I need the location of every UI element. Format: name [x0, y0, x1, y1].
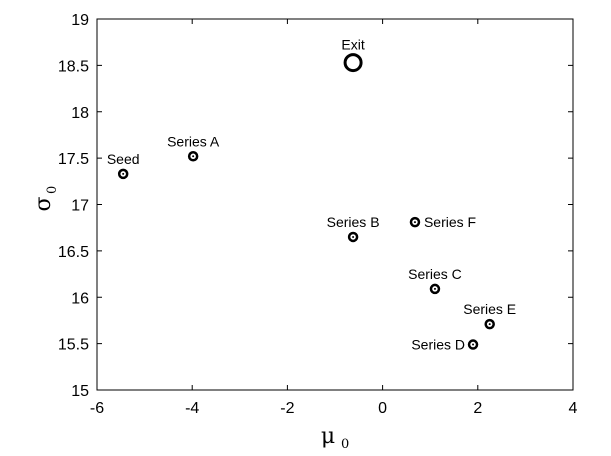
- point-marker-center: [192, 155, 195, 158]
- y-tick-label: 16: [71, 290, 89, 307]
- point-label: Series C: [408, 266, 462, 282]
- data-point: Exit: [341, 37, 365, 73]
- point-marker-center: [352, 235, 355, 238]
- y-axis-title: σ 0: [31, 186, 60, 212]
- y-tick-label: 17: [71, 198, 89, 215]
- y-tick-label: 15.5: [58, 337, 89, 354]
- y-tick-label: 15: [71, 383, 89, 400]
- point-marker-center: [488, 323, 491, 326]
- x-axis-ticks: -6 -4 -2 0 2 4: [90, 19, 578, 417]
- point-label: Exit: [341, 37, 364, 53]
- x-tick-label: 2: [473, 400, 482, 417]
- point-label: Series D: [411, 337, 465, 353]
- data-points: Seed Series A Exit Series B Series F Series C…: [107, 37, 516, 353]
- y-axis-ticks: 15 15.5 16 16.5 17 17.5 18 18.5 19: [58, 12, 573, 400]
- x-tick-label: 0: [378, 400, 387, 417]
- point-marker-center: [472, 343, 475, 346]
- point-label: Series A: [167, 133, 220, 149]
- x-tick-label: 4: [569, 400, 578, 417]
- point-label: Series F: [424, 214, 476, 230]
- point-marker-center: [122, 172, 125, 175]
- y-axis-title-subscript: 0: [45, 186, 60, 194]
- data-point: Series D: [411, 337, 479, 353]
- data-point: Series A: [167, 133, 220, 162]
- x-axis-title-symbol: μ: [321, 424, 335, 449]
- y-tick-label: 17.5: [58, 151, 89, 168]
- point-marker-center: [433, 287, 436, 290]
- point-marker-center: [413, 221, 416, 224]
- data-point: Series E: [463, 301, 516, 330]
- point-label: Seed: [107, 151, 140, 167]
- data-point: Series C: [408, 266, 462, 295]
- data-point: Series B: [327, 214, 380, 243]
- data-point: Series F: [409, 214, 476, 230]
- x-tick-label: -6: [90, 400, 104, 417]
- y-tick-label: 18: [71, 105, 89, 122]
- y-tick-label: 16.5: [58, 244, 89, 261]
- point-label: Series E: [463, 301, 516, 317]
- y-tick-label: 18.5: [58, 58, 89, 75]
- y-axis-title-symbol: σ: [31, 196, 56, 211]
- point-label: Series B: [327, 214, 380, 230]
- point-marker-large: [343, 53, 363, 73]
- y-tick-label: 19: [71, 12, 89, 29]
- x-axis-title: μ 0: [321, 424, 349, 452]
- data-point: Seed: [107, 151, 140, 180]
- x-axis-title-subscript: 0: [341, 437, 349, 452]
- x-tick-label: -4: [185, 400, 199, 417]
- x-tick-label: -2: [280, 400, 294, 417]
